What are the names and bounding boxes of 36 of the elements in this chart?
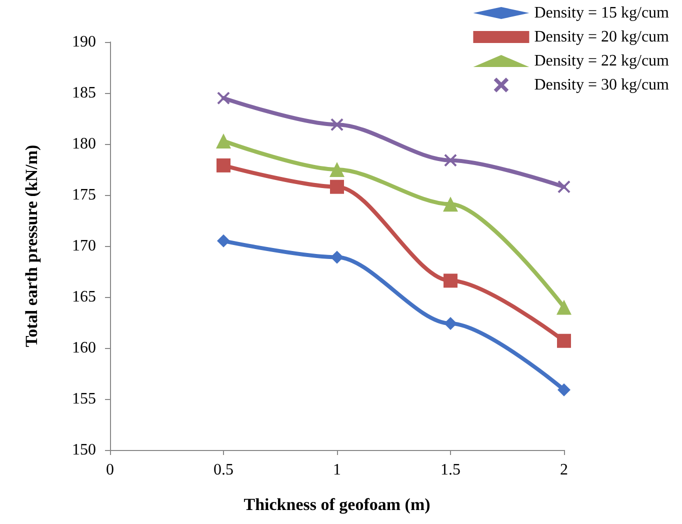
point	[216, 133, 231, 148]
y-tick-label: 175	[72, 186, 96, 204]
y-tick-label: 180	[72, 136, 96, 152]
point	[330, 180, 344, 194]
y-tick-label: 160	[72, 340, 96, 356]
point	[557, 334, 571, 348]
point	[330, 250, 344, 264]
point	[443, 196, 458, 212]
point	[556, 300, 572, 315]
y-tick-label: 185	[72, 84, 96, 102]
point	[217, 234, 230, 248]
point	[558, 180, 570, 194]
y-tick-label: 150	[72, 442, 96, 458]
x-axis-title: Thickness of geofoam (m)	[244, 495, 430, 514]
x-tick-label: 1.5	[440, 462, 460, 478]
legend-label: Density = 15 kg/cum	[534, 4, 670, 22]
y-tick-label: 155	[72, 390, 96, 408]
x-tick-label: 1	[333, 462, 341, 478]
point	[217, 92, 230, 104]
x-tick-label: 0.5	[214, 462, 234, 478]
legend-label: Density = 22 kg/cum	[534, 52, 670, 70]
y-tick-label: 165	[72, 288, 96, 306]
x-tick-label: 2	[560, 462, 568, 478]
legend-label: Density = 20 kg/cum	[534, 28, 670, 46]
point	[444, 274, 458, 288]
y-tick-label: 170	[72, 238, 96, 254]
point	[330, 118, 344, 131]
x-tick-label: 0	[106, 462, 114, 478]
point	[330, 162, 344, 177]
point	[558, 383, 570, 396]
point	[444, 154, 457, 167]
point	[444, 317, 457, 330]
y-tick-label: 190	[72, 34, 96, 50]
point	[216, 158, 230, 172]
y-axis-title: Total earth pressure (kN/m)	[22, 144, 41, 348]
legend-label: Density = 30 kg/cum	[534, 76, 670, 94]
